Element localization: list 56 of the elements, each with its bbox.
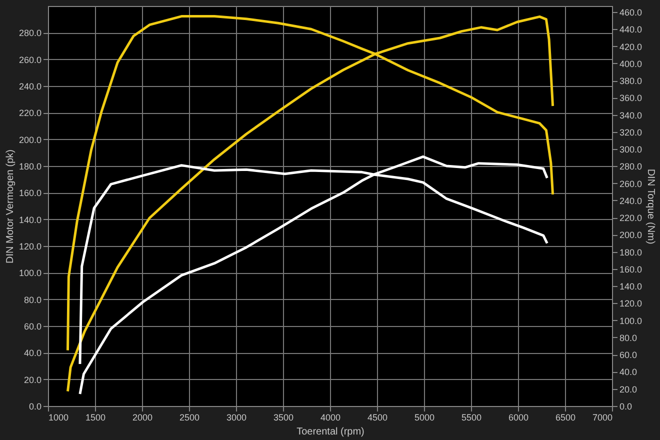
y2-tick-label: 420.0 [620, 42, 642, 52]
x-tick-label: 6000 [508, 412, 529, 422]
y-tick-label: 0.0 [28, 402, 42, 412]
y-axis-title: DIN Motor Vermogen (pk) [4, 150, 16, 264]
y2-tick-label: 160.0 [620, 264, 642, 274]
y2-tick-label: 20.0 [620, 384, 638, 394]
y2-tick-label: 100.0 [620, 316, 642, 326]
y2-tick-label: 140.0 [620, 282, 642, 292]
x-tick-label: 3000 [226, 412, 247, 422]
x-tick-label: 4000 [320, 412, 341, 422]
x-tick-label: 2000 [132, 412, 153, 422]
y2-tick-label: 400.0 [620, 58, 642, 69]
y2-tick-label: 300.0 [620, 144, 642, 155]
y2-tick-label: 340.0 [620, 110, 642, 120]
x-tick-label: 1000 [48, 412, 69, 422]
x-tick-label: 4500 [367, 412, 388, 422]
y2-tick-label: 0.0 [620, 402, 632, 412]
y2-tick-label: 380.0 [620, 76, 642, 86]
y2-tick-label: 360.0 [620, 93, 642, 104]
y2-tick-label: 200.0 [620, 230, 642, 240]
x-tick-label: 6500 [555, 412, 576, 422]
x-tick-label: 2500 [179, 412, 200, 422]
x-tick-label: 5500 [461, 412, 482, 422]
y2-tick-label: 120.0 [620, 298, 642, 309]
y2-tick-label: 40.0 [620, 367, 638, 378]
x-tick-label: 7000 [592, 412, 612, 422]
y2-axis-title: DIN Torque (Nm) [645, 168, 656, 244]
y2-tick-label: 320.0 [620, 127, 642, 138]
line-series [78, 155, 548, 396]
y2-tick-label: 180.0 [620, 247, 642, 258]
y2-tick-label: 460.0 [620, 7, 642, 18]
x-tick-label: 5000 [414, 412, 435, 422]
y-tick-label: 20.0 [24, 374, 42, 385]
y-tick-label: 140.0 [18, 214, 42, 225]
y-tick-label: 60.0 [24, 322, 42, 332]
y-tick-label: 100.0 [18, 268, 42, 278]
y2-tick-label: 260.0 [620, 178, 642, 189]
y-tick-label: 80.0 [24, 294, 42, 305]
y2-tick-label: 240.0 [620, 196, 642, 206]
y-tick-label: 120.0 [18, 242, 42, 252]
x-axis-title: Toerental (rpm) [296, 426, 364, 438]
y-tick-label: 240.0 [18, 82, 42, 92]
y2-tick-label: 280.0 [620, 162, 642, 172]
y2-tick-label: 440.0 [620, 24, 642, 35]
y-tick-label: 40.0 [24, 348, 42, 358]
y-tick-label: 160.0 [18, 188, 42, 198]
x-tick-label: 1500 [85, 412, 106, 422]
x-tick-label: 3500 [273, 412, 294, 422]
y-tick-label: 180.0 [18, 162, 42, 172]
y2-tick-label: 220.0 [620, 213, 642, 224]
y-tick-label: 260.0 [18, 54, 42, 65]
y-tick-label: 280.0 [18, 28, 42, 38]
y-tick-label: 220.0 [18, 108, 42, 118]
y2-tick-label: 60.0 [620, 350, 638, 360]
y2-tick-label: 80.0 [620, 332, 638, 343]
y-tick-label: 200.0 [18, 134, 42, 145]
